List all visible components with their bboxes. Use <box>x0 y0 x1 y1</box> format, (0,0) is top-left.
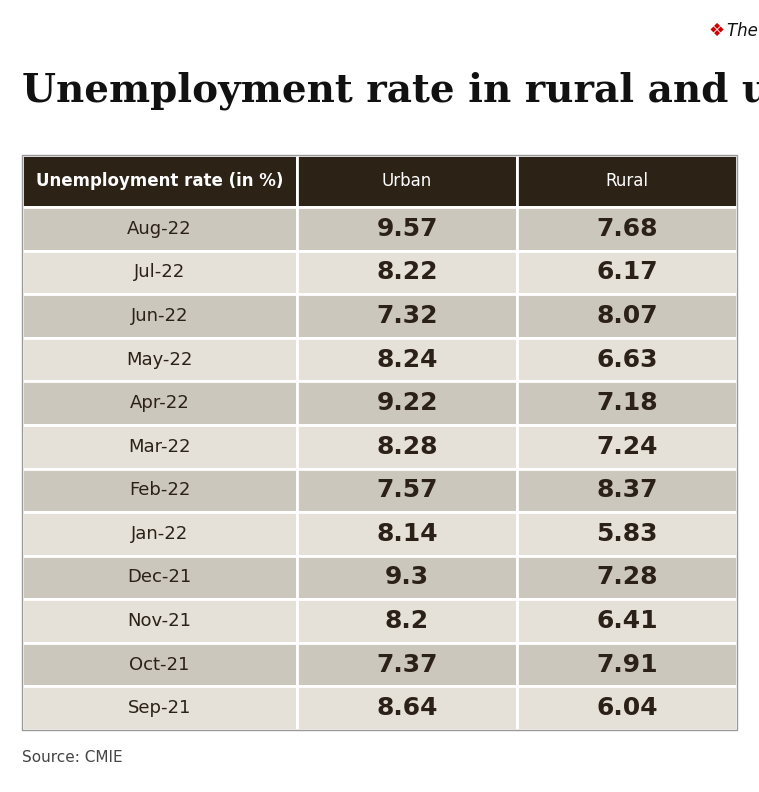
Bar <box>517 600 737 643</box>
Text: 8.14: 8.14 <box>376 522 438 546</box>
Text: 7.24: 7.24 <box>596 435 657 459</box>
Text: 8.28: 8.28 <box>376 435 438 459</box>
Text: 8.2: 8.2 <box>385 609 429 633</box>
Bar <box>517 643 737 687</box>
Bar <box>517 337 737 381</box>
Text: 8.64: 8.64 <box>376 696 438 720</box>
Bar <box>298 250 517 294</box>
Bar <box>298 687 517 730</box>
Bar <box>298 469 517 512</box>
Bar <box>517 250 737 294</box>
Bar <box>517 381 737 425</box>
Bar <box>22 207 298 250</box>
Bar <box>22 556 298 600</box>
Bar <box>298 381 517 425</box>
Text: Rural: Rural <box>606 172 648 190</box>
Bar <box>22 469 298 512</box>
Bar <box>22 512 298 556</box>
Text: 6.41: 6.41 <box>596 609 658 633</box>
Text: May-22: May-22 <box>127 351 193 368</box>
Text: Sep-21: Sep-21 <box>128 699 191 718</box>
Bar <box>22 381 298 425</box>
Text: 5.83: 5.83 <box>596 522 657 546</box>
Text: Jun-22: Jun-22 <box>131 307 188 325</box>
Text: Unemployment rate in rural and urban India: Unemployment rate in rural and urban Ind… <box>22 71 759 110</box>
Bar <box>22 155 298 207</box>
Bar <box>298 600 517 643</box>
Bar <box>298 425 517 469</box>
Text: Apr-22: Apr-22 <box>130 394 190 412</box>
Text: Unemployment rate (in %): Unemployment rate (in %) <box>36 172 283 190</box>
Text: ❖: ❖ <box>709 22 725 40</box>
Text: Feb-22: Feb-22 <box>129 482 191 499</box>
Text: The Indian: The Indian <box>727 22 759 40</box>
Bar <box>298 155 517 207</box>
Text: 8.07: 8.07 <box>596 304 658 328</box>
Text: Source: CMIE: Source: CMIE <box>22 750 123 765</box>
Text: 7.57: 7.57 <box>376 478 438 502</box>
Text: Oct-21: Oct-21 <box>130 656 190 674</box>
Bar <box>517 155 737 207</box>
Text: Jan-22: Jan-22 <box>131 525 188 543</box>
Text: Jul-22: Jul-22 <box>134 264 185 281</box>
Text: 9.57: 9.57 <box>376 217 438 241</box>
Text: 9.3: 9.3 <box>385 565 429 589</box>
Bar <box>22 250 298 294</box>
Text: Nov-21: Nov-21 <box>128 612 191 630</box>
Bar <box>22 425 298 469</box>
Text: EXPRESS: EXPRESS <box>727 22 759 40</box>
Text: 7.32: 7.32 <box>376 304 438 328</box>
Text: 7.68: 7.68 <box>596 217 657 241</box>
Bar <box>517 425 737 469</box>
Bar <box>517 687 737 730</box>
Bar <box>22 337 298 381</box>
Bar <box>298 643 517 687</box>
Bar <box>517 512 737 556</box>
Bar <box>298 207 517 250</box>
Text: 8.37: 8.37 <box>596 478 657 502</box>
Bar <box>298 512 517 556</box>
Text: 7.28: 7.28 <box>596 565 657 589</box>
Text: 7.91: 7.91 <box>596 653 658 676</box>
Text: Mar-22: Mar-22 <box>128 438 191 455</box>
Bar <box>517 207 737 250</box>
Text: 6.17: 6.17 <box>596 261 658 284</box>
Text: 8.22: 8.22 <box>376 261 438 284</box>
Text: 6.04: 6.04 <box>596 696 658 720</box>
Bar <box>517 556 737 600</box>
Text: 6.63: 6.63 <box>596 348 657 371</box>
Bar <box>298 294 517 337</box>
Text: 8.24: 8.24 <box>376 348 438 371</box>
Bar <box>22 687 298 730</box>
Text: 9.22: 9.22 <box>376 391 438 415</box>
Text: 7.37: 7.37 <box>376 653 438 676</box>
Bar <box>298 337 517 381</box>
Bar <box>298 556 517 600</box>
Bar <box>22 600 298 643</box>
Text: Urban: Urban <box>382 172 432 190</box>
Bar <box>517 469 737 512</box>
Text: Aug-22: Aug-22 <box>128 220 192 238</box>
Bar <box>22 155 737 730</box>
Bar <box>22 294 298 337</box>
Bar <box>517 294 737 337</box>
Text: Dec-21: Dec-21 <box>128 569 192 586</box>
Bar <box>22 643 298 687</box>
Text: 7.18: 7.18 <box>596 391 658 415</box>
